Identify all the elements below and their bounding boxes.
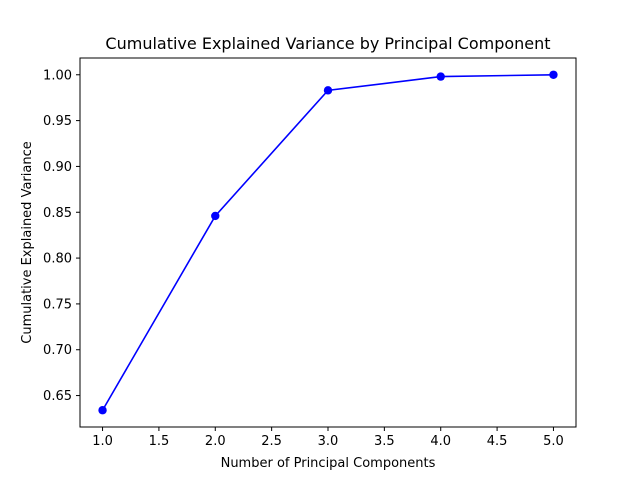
x-axis-ticks: 1.0 1.5 2.0 2.5 3.0 3.5 4.0 4.5 5.0 <box>92 427 564 449</box>
y-axis-ticks: 0.65 0.70 0.75 0.80 0.85 0.90 0.95 1.00 <box>43 68 80 404</box>
series-line <box>101 73 554 411</box>
y-tick-label: 0.90 <box>43 160 72 175</box>
series-group <box>98 70 558 415</box>
x-tick-label: 3.5 <box>374 434 395 449</box>
data-point <box>436 72 445 81</box>
y-tick-label: 1.00 <box>43 68 72 83</box>
x-tick-label: 2.5 <box>261 434 282 449</box>
y-tick-label: 0.75 <box>43 297 72 312</box>
x-tick-label: 5.0 <box>543 434 564 449</box>
x-tick-label: 4.5 <box>487 434 508 449</box>
data-point <box>323 86 333 95</box>
x-tick-label: 1.5 <box>149 434 170 449</box>
y-tick-label: 0.65 <box>43 389 72 404</box>
data-point <box>549 70 558 79</box>
plot-frame <box>79 57 577 428</box>
data-point <box>211 211 220 221</box>
data-point <box>98 406 107 415</box>
chart-title: Cumulative Explained Variance by Princip… <box>105 34 550 53</box>
y-tick-label: 0.70 <box>43 343 72 358</box>
y-axis-label: Cumulative Explained Variance <box>20 141 35 343</box>
x-axis-label: Number of Principal Components <box>221 456 436 471</box>
x-tick-label: 4.0 <box>430 434 451 449</box>
y-tick-label: 0.95 <box>43 114 72 129</box>
x-tick-label: 3.0 <box>318 434 339 449</box>
x-tick-label: 1.0 <box>92 434 113 449</box>
y-tick-label: 0.80 <box>43 252 72 267</box>
x-tick-label: 2.0 <box>205 434 226 449</box>
y-tick-label: 0.85 <box>43 206 72 221</box>
